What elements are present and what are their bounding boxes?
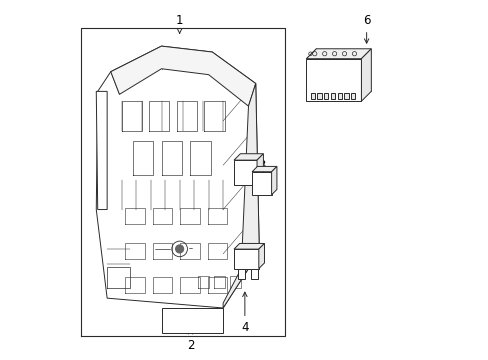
- Polygon shape: [111, 46, 255, 106]
- Polygon shape: [234, 243, 264, 249]
- Polygon shape: [361, 49, 370, 101]
- Text: 3: 3: [257, 159, 264, 181]
- Polygon shape: [96, 91, 107, 210]
- Polygon shape: [234, 160, 257, 185]
- Text: 4: 4: [241, 292, 248, 334]
- Text: 5: 5: [239, 159, 246, 181]
- Text: 6: 6: [362, 14, 369, 43]
- Polygon shape: [306, 49, 370, 59]
- Polygon shape: [161, 308, 223, 333]
- Polygon shape: [234, 249, 258, 269]
- Polygon shape: [350, 94, 355, 99]
- Polygon shape: [310, 94, 314, 99]
- Polygon shape: [237, 269, 244, 279]
- Polygon shape: [317, 94, 321, 99]
- Polygon shape: [252, 166, 276, 172]
- Polygon shape: [252, 172, 271, 195]
- Polygon shape: [250, 269, 258, 279]
- Polygon shape: [234, 154, 263, 160]
- Polygon shape: [258, 243, 264, 269]
- Polygon shape: [306, 59, 361, 101]
- Text: 1: 1: [176, 14, 183, 33]
- Polygon shape: [344, 94, 348, 99]
- Polygon shape: [324, 94, 328, 99]
- Text: 2: 2: [186, 330, 194, 352]
- Polygon shape: [337, 94, 341, 99]
- Polygon shape: [223, 84, 259, 308]
- Polygon shape: [257, 154, 263, 185]
- Polygon shape: [271, 166, 276, 195]
- Polygon shape: [330, 94, 334, 99]
- Polygon shape: [96, 46, 259, 308]
- Circle shape: [175, 245, 183, 253]
